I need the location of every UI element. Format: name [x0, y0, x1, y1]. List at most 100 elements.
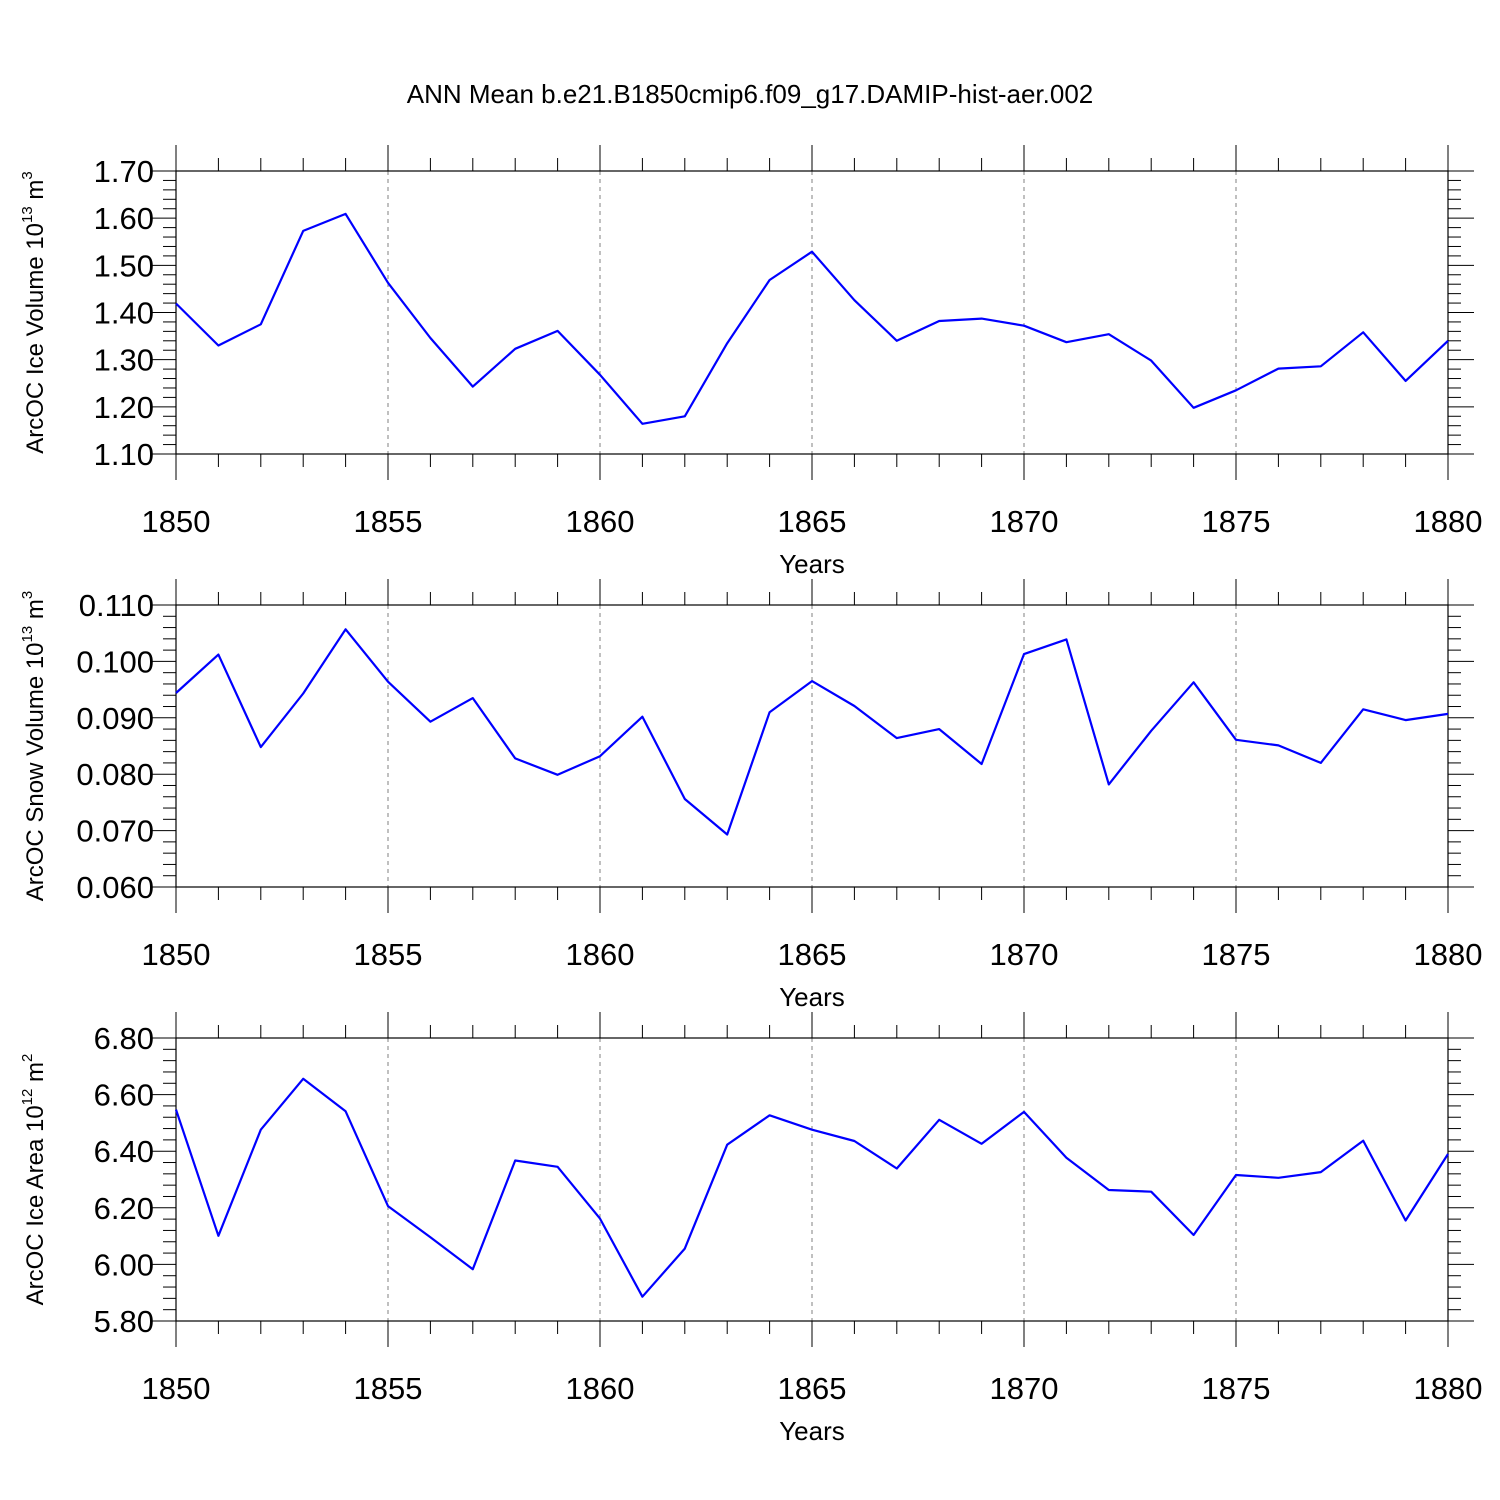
data-point	[471, 696, 475, 700]
y-axis-label-unit: m	[22, 599, 49, 626]
figure-title: ANN Mean b.e21.B1850cmip6.f09_g17.DAMIP-…	[407, 79, 1094, 109]
data-point	[216, 344, 220, 348]
data-point	[640, 715, 644, 719]
data-point	[937, 319, 941, 323]
data-point	[598, 754, 602, 758]
data-point	[852, 1139, 856, 1143]
x-tick-labels: 1850 1855 1860 1865 1870 1875 1880	[142, 1371, 1483, 1406]
data-point	[386, 1204, 390, 1208]
data-point	[1361, 330, 1365, 334]
y-tick-label: 6.40	[94, 1134, 154, 1169]
x-tick-labels: 1850 1855 1860 1865 1870 1875 1880	[142, 937, 1483, 972]
y-axis-label: ArcOC Ice Area 1012 m2	[19, 1054, 49, 1306]
data-point	[1276, 367, 1280, 371]
y-tick-label: 1.30	[94, 343, 154, 378]
x-tick-label: 1870	[990, 504, 1059, 539]
data-point	[1319, 761, 1323, 765]
data-point	[301, 1077, 305, 1081]
x-tick-label: 1875	[1202, 504, 1271, 539]
y-tick-label: 0.080	[76, 757, 154, 792]
x-tick-label: 1855	[354, 504, 423, 539]
data-point	[1192, 1233, 1196, 1237]
x-tick-label: 1875	[1202, 1371, 1271, 1406]
x-tick-label: 1880	[1414, 1371, 1483, 1406]
data-point	[1234, 738, 1238, 742]
y-tick-label: 6.20	[94, 1191, 154, 1226]
data-point	[216, 1234, 220, 1238]
data-point	[895, 339, 899, 343]
data-point	[174, 1108, 178, 1112]
data-point	[259, 322, 263, 326]
y-tick-label: 1.40	[94, 296, 154, 331]
data-point	[428, 336, 432, 340]
data-point	[980, 762, 984, 766]
data-point	[428, 720, 432, 724]
data-point	[1064, 340, 1068, 344]
data-point	[1361, 1139, 1365, 1143]
y-tick-label: 1.70	[94, 154, 154, 189]
data-point	[471, 1267, 475, 1271]
data-point	[344, 1109, 348, 1113]
data-point	[1276, 1176, 1280, 1180]
data-point	[1276, 743, 1280, 747]
data-point	[174, 302, 178, 306]
data-point	[810, 250, 814, 254]
x-axis-label: Years	[779, 982, 845, 1012]
y-tick-label: 5.80	[94, 1304, 154, 1339]
y-tick-labels: 1.10 1.20 1.30 1.40 1.50 1.60 1.70	[94, 154, 154, 472]
data-point	[598, 1217, 602, 1221]
x-tick-label: 1860	[566, 504, 635, 539]
x-tick-label: 1855	[354, 1371, 423, 1406]
data-point	[1022, 1110, 1026, 1114]
data-point	[513, 1159, 517, 1163]
data-point	[301, 692, 305, 696]
data-point	[259, 745, 263, 749]
y-axis-label-text: ArcOC Snow Volume 10	[22, 642, 49, 901]
y-axis-label-unit-exponent: 3	[19, 171, 36, 179]
data-point	[1319, 1170, 1323, 1174]
data-point	[259, 1128, 263, 1132]
data-point	[1404, 1219, 1408, 1223]
series-line	[175, 628, 1449, 836]
panels: 1.10 1.20 1.30 1.40 1.50 1.60 1.70 1850 1855 1860…	[19, 145, 1482, 1446]
data-point	[1107, 782, 1111, 786]
y-axis-label-unit: m	[22, 180, 49, 207]
data-point	[980, 317, 984, 321]
y-tick-label: 0.110	[79, 588, 154, 623]
data-point	[556, 773, 560, 777]
data-point	[598, 373, 602, 377]
y-tick-label: 0.090	[76, 701, 154, 736]
data-point	[895, 1166, 899, 1170]
data-point	[513, 347, 517, 351]
data-point	[810, 1128, 814, 1132]
x-tick-label: 1850	[142, 1371, 211, 1406]
data-point	[1149, 1190, 1153, 1194]
y-tick-label: 1.20	[94, 390, 154, 425]
x-tick-label: 1850	[142, 504, 211, 539]
data-point	[1234, 388, 1238, 392]
data-point	[513, 756, 517, 760]
data-point	[725, 833, 729, 837]
series-line	[175, 212, 1449, 425]
y-tick-label: 1.60	[94, 201, 154, 236]
data-point	[1022, 324, 1026, 328]
data-point	[937, 727, 941, 731]
y-axis-label-text: ArcOC Ice Volume 10	[22, 223, 49, 454]
data-point	[980, 1142, 984, 1146]
data-point	[1192, 680, 1196, 684]
data-point	[556, 329, 560, 333]
data-point	[683, 797, 687, 801]
y-axis-label: ArcOC Snow Volume 1013 m3	[19, 591, 49, 902]
ticks	[150, 579, 1474, 913]
x-tick-label: 1870	[990, 1371, 1059, 1406]
data-point	[895, 736, 899, 740]
y-tick-label: 0.070	[76, 814, 154, 849]
data-point	[1107, 332, 1111, 336]
y-tick-labels: 0.060 0.070 0.080 0.090 0.100 0.110	[76, 588, 154, 905]
data-point	[1022, 652, 1026, 656]
data-point	[768, 710, 772, 714]
data-point	[556, 1165, 560, 1169]
x-tick-label: 1875	[1202, 937, 1271, 972]
